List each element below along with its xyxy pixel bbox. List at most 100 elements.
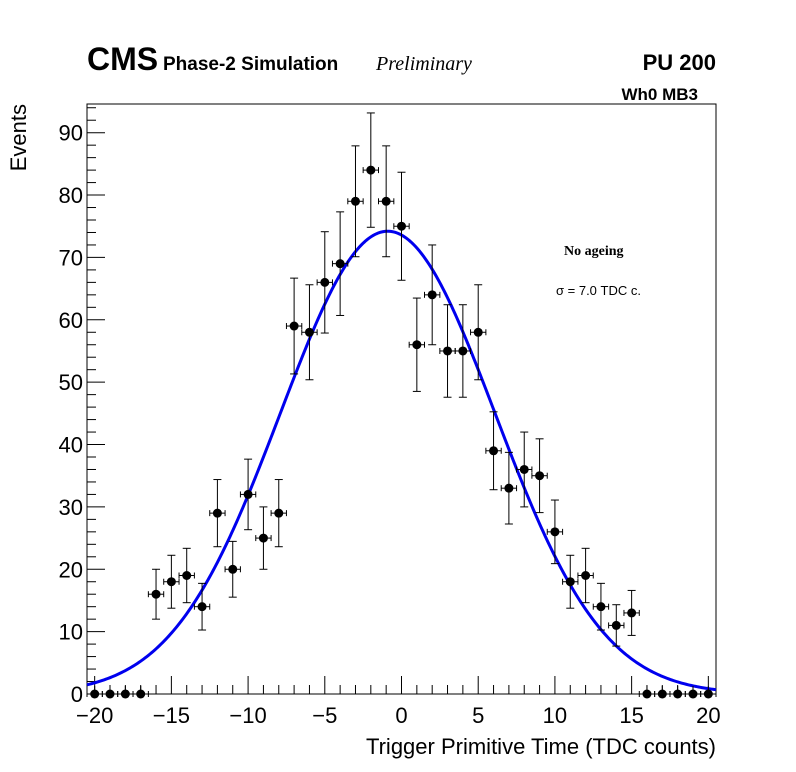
pileup-label: PU 200 [643, 50, 716, 75]
data-marker [335, 259, 345, 269]
data-marker [151, 589, 161, 599]
data-point [454, 304, 472, 398]
data-marker [136, 689, 146, 699]
data-point [516, 431, 533, 508]
data-point [485, 411, 502, 491]
data-point [86, 686, 103, 699]
experiment-label: CMS [87, 41, 158, 77]
data-point [393, 171, 410, 281]
data-point [239, 458, 257, 531]
data-point [301, 284, 318, 381]
data-marker [473, 327, 483, 337]
data-marker [120, 689, 130, 699]
region-label: Wh0 MB3 [622, 85, 699, 104]
x-tick-label: 15 [619, 703, 643, 728]
y-tick-label: 0 [71, 682, 83, 707]
data-point [608, 604, 625, 647]
status-label: Preliminary [375, 53, 472, 75]
data-marker [320, 277, 330, 287]
data-marker [688, 689, 698, 699]
data-point [331, 211, 349, 316]
subtitle-label: Phase-2 Simulation [163, 54, 338, 75]
data-marker [504, 483, 514, 493]
y-tick-label: 20 [59, 557, 83, 582]
x-tick-label: −15 [153, 703, 190, 728]
data-marker [304, 327, 314, 337]
y-tick-label: 90 [59, 121, 83, 146]
data-marker [458, 346, 468, 356]
data-marker [412, 340, 422, 350]
data-marker [350, 196, 360, 206]
data-marker [657, 689, 667, 699]
data-point [592, 582, 610, 631]
x-tick-label: −20 [76, 703, 113, 728]
x-tick-label: −5 [312, 703, 337, 728]
data-point [577, 547, 594, 604]
data-point [424, 244, 441, 346]
x-tick-label: 10 [543, 703, 567, 728]
data-marker [519, 464, 529, 474]
data-point [470, 284, 487, 381]
data-marker [166, 577, 176, 587]
fit-curve [86, 229, 717, 692]
sigma-label: σ = 7.0 TDC c. [556, 283, 641, 298]
data-point [193, 582, 211, 631]
data-marker [274, 508, 284, 518]
y-tick-label: 80 [59, 183, 83, 208]
data-marker [550, 527, 560, 537]
data-marker [489, 446, 499, 456]
data-point [638, 686, 656, 699]
data-point [700, 686, 717, 699]
data-point [654, 686, 671, 699]
data-point [546, 499, 564, 565]
data-marker [535, 471, 545, 481]
data-marker [258, 533, 268, 543]
y-tick-label: 30 [59, 495, 83, 520]
data-marker [427, 290, 437, 300]
y-tick-label: 40 [59, 433, 83, 458]
data-point [531, 438, 548, 514]
data-marker [197, 602, 207, 612]
data-point [347, 145, 364, 258]
data-marker [105, 689, 115, 699]
data-point [562, 554, 579, 609]
data-marker [243, 489, 253, 499]
y-axis: 0 10 20 30 40 50 60 70 80 90 [59, 107, 105, 707]
data-marker [397, 221, 406, 231]
data-marker [596, 602, 606, 612]
chart-header: CMS Phase-2 Simulation Preliminary PU 20… [87, 41, 716, 77]
data-marker [565, 577, 575, 587]
data-point [623, 589, 640, 636]
data-point [377, 145, 395, 258]
data-marker [581, 571, 591, 581]
data-marker [212, 508, 222, 518]
data-point [500, 451, 518, 525]
data-marker [90, 689, 100, 699]
y-tick-label: 50 [59, 370, 83, 395]
x-axis: −20 −15 −10 −5 0 5 10 15 20 [76, 676, 721, 728]
data-marker [642, 689, 652, 699]
x-tick-label: −10 [229, 703, 266, 728]
data-marker [289, 321, 299, 331]
data-point [163, 554, 180, 609]
data-marker [366, 165, 376, 175]
data-marker [627, 608, 637, 618]
data-point [255, 506, 272, 570]
data-point [132, 686, 149, 699]
y-tick-label: 70 [59, 245, 83, 270]
data-point [117, 686, 134, 699]
data-point [209, 479, 226, 548]
data-marker [611, 620, 621, 630]
data-point [316, 231, 333, 334]
data-point [408, 297, 426, 392]
data-marker [443, 346, 453, 356]
data-marker [381, 196, 391, 206]
data-point [224, 540, 241, 598]
data-point [362, 112, 379, 228]
x-tick-label: 20 [696, 703, 720, 728]
data-point [439, 304, 456, 398]
x-tick-label: 0 [395, 703, 407, 728]
data-point [178, 547, 195, 604]
data-marker [703, 689, 713, 699]
